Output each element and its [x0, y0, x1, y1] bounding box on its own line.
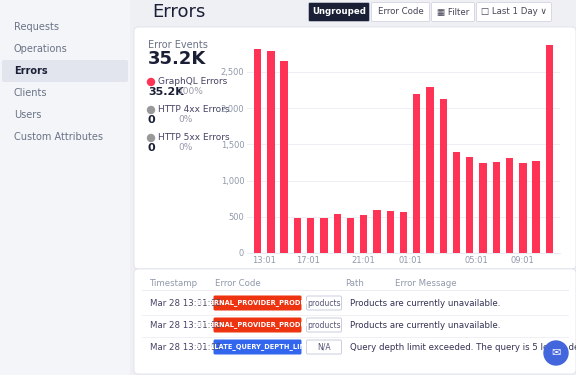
Text: Path: Path	[345, 279, 364, 288]
FancyBboxPatch shape	[476, 3, 551, 21]
Bar	[492, 162, 500, 253]
Circle shape	[147, 135, 154, 141]
Text: Clients: Clients	[14, 88, 47, 98]
Bar	[453, 152, 460, 253]
Text: Requests: Requests	[14, 22, 59, 32]
FancyBboxPatch shape	[134, 27, 576, 269]
Bar	[267, 51, 275, 253]
Bar	[347, 218, 354, 253]
FancyBboxPatch shape	[134, 269, 576, 374]
Text: products: products	[307, 298, 341, 307]
Circle shape	[147, 106, 154, 114]
Text: EXTERNAL_PROVIDER_PRODUCTS: EXTERNAL_PROVIDER_PRODUCTS	[195, 321, 320, 328]
Bar	[334, 214, 341, 253]
Bar	[281, 61, 288, 253]
Circle shape	[147, 78, 154, 86]
FancyBboxPatch shape	[2, 60, 128, 82]
Text: ▦ Filter: ▦ Filter	[437, 8, 469, 16]
Text: Ungrouped: Ungrouped	[312, 8, 366, 16]
Text: Query depth limit exceeded. The query is 5 levels deep, ...: Query depth limit exceeded. The query is…	[350, 342, 576, 351]
Text: 0: 0	[148, 143, 156, 153]
Text: Timestamp: Timestamp	[150, 279, 198, 288]
Bar	[545, 45, 553, 253]
FancyBboxPatch shape	[306, 318, 342, 332]
Text: □ Last 1 Day ∨: □ Last 1 Day ∨	[481, 8, 547, 16]
Text: Products are currently unavailable.: Products are currently unavailable.	[350, 298, 501, 307]
Text: Users: Users	[14, 110, 41, 120]
Text: STELLATE_QUERY_DEPTH_LIMIT »: STELLATE_QUERY_DEPTH_LIMIT »	[195, 344, 320, 351]
Text: 0%: 0%	[178, 116, 192, 124]
Text: Error Events: Error Events	[148, 40, 208, 50]
Bar	[466, 157, 473, 253]
Bar	[400, 212, 407, 253]
FancyBboxPatch shape	[306, 296, 342, 310]
Text: HTTP 4xx Errors: HTTP 4xx Errors	[158, 105, 229, 114]
Text: Custom Attributes: Custom Attributes	[14, 132, 103, 142]
Bar	[506, 158, 513, 253]
Bar	[373, 210, 381, 253]
Text: ✉: ✉	[551, 348, 560, 358]
Text: 35.2K: 35.2K	[148, 50, 206, 68]
FancyBboxPatch shape	[0, 0, 130, 375]
FancyBboxPatch shape	[431, 3, 475, 21]
Bar	[426, 87, 434, 253]
FancyBboxPatch shape	[372, 3, 430, 21]
Text: products: products	[307, 321, 341, 330]
FancyBboxPatch shape	[214, 318, 301, 333]
Text: Errors: Errors	[152, 3, 206, 21]
Text: 0%: 0%	[178, 144, 192, 153]
Text: Mar 28 13:01:03: Mar 28 13:01:03	[150, 342, 222, 351]
Bar	[413, 94, 420, 253]
FancyBboxPatch shape	[309, 3, 369, 21]
FancyBboxPatch shape	[214, 296, 301, 310]
Text: Error Code: Error Code	[215, 279, 261, 288]
Text: Mar 28 13:01:03: Mar 28 13:01:03	[150, 321, 222, 330]
Text: 0: 0	[148, 115, 156, 125]
Text: HTTP 5xx Errors: HTTP 5xx Errors	[158, 134, 230, 142]
Circle shape	[544, 341, 568, 365]
FancyBboxPatch shape	[306, 340, 342, 354]
Bar	[439, 99, 447, 253]
Bar	[532, 161, 540, 253]
Bar	[320, 217, 328, 253]
Bar	[360, 215, 367, 253]
Bar	[294, 217, 301, 253]
Text: Operations: Operations	[14, 44, 68, 54]
Text: Products are currently unavailable.: Products are currently unavailable.	[350, 321, 501, 330]
Bar	[386, 211, 394, 253]
Bar	[307, 218, 314, 253]
Text: N/A: N/A	[317, 342, 331, 351]
Text: EXTERNAL_PROVIDER_PRODUCTS: EXTERNAL_PROVIDER_PRODUCTS	[195, 300, 320, 306]
Text: Error Message: Error Message	[395, 279, 457, 288]
Bar	[479, 163, 487, 253]
Text: Error Code: Error Code	[378, 8, 423, 16]
Text: Errors: Errors	[14, 66, 48, 76]
Text: Mar 28 13:01:03: Mar 28 13:01:03	[150, 298, 222, 307]
Text: GraphQL Errors: GraphQL Errors	[158, 78, 228, 87]
Bar	[519, 163, 526, 253]
FancyBboxPatch shape	[214, 339, 301, 354]
Bar	[254, 49, 262, 253]
Text: 35.2K: 35.2K	[148, 87, 184, 97]
Text: 100%: 100%	[178, 87, 204, 96]
